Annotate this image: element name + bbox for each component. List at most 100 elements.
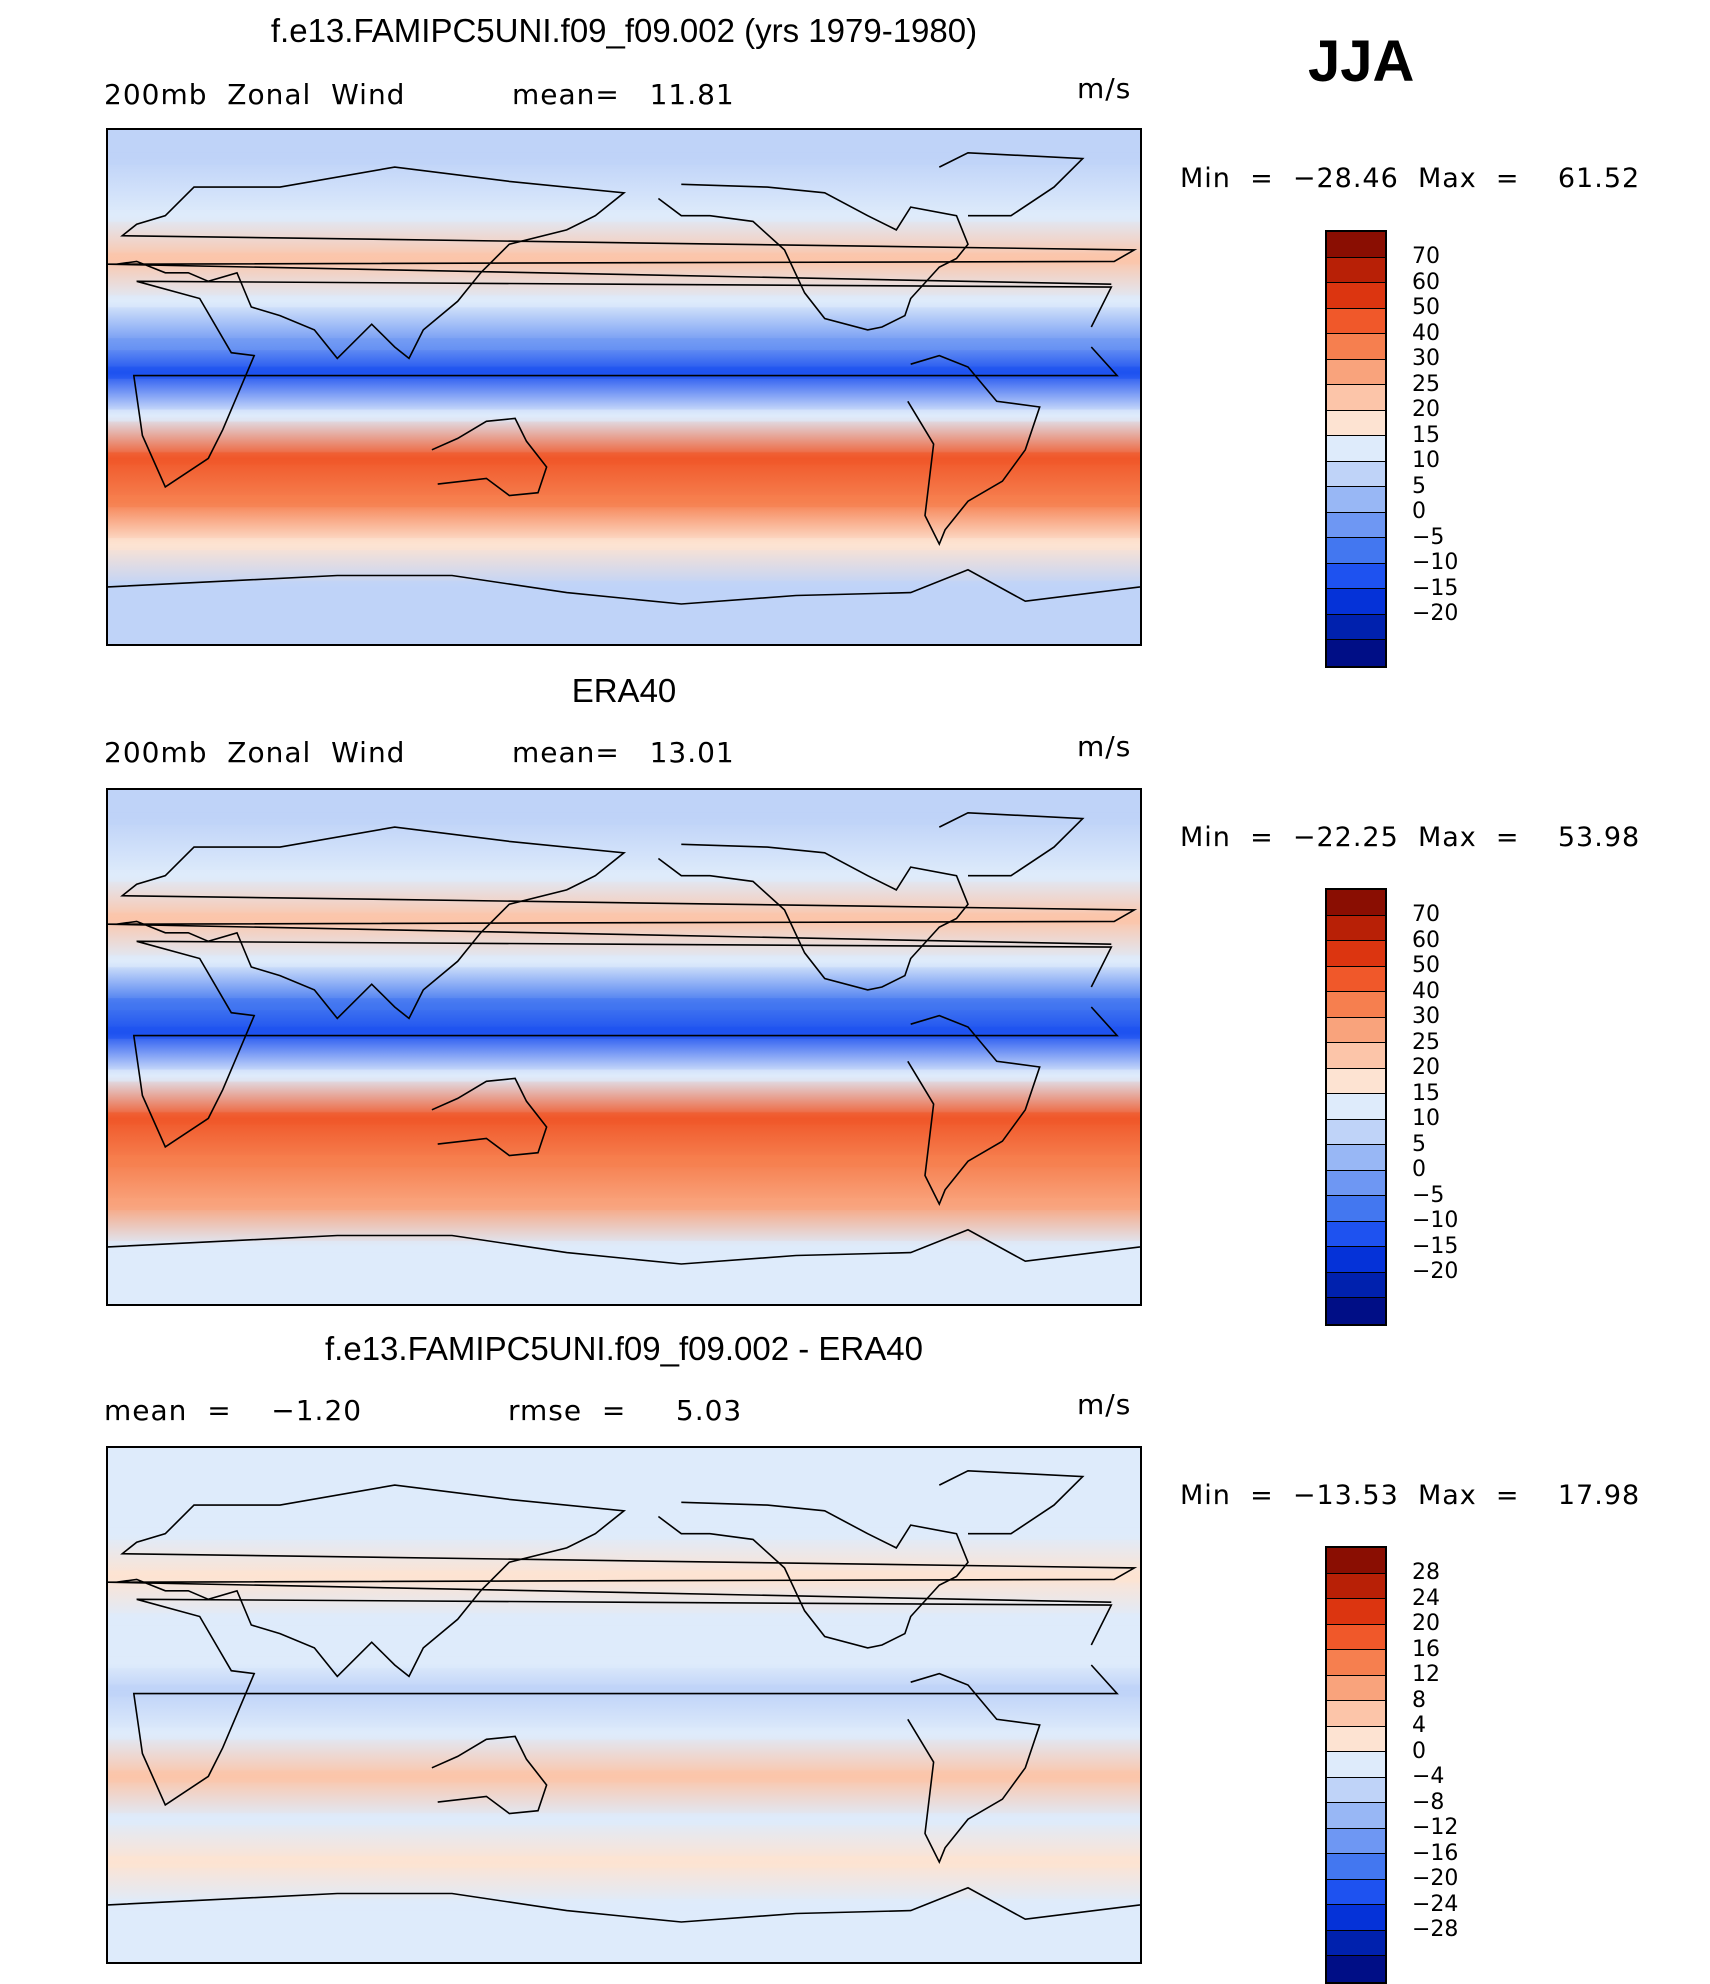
colorbar-box [1327,410,1385,436]
colorbar-box [1327,359,1385,385]
colorbar-tick-label: 40 [1412,978,1440,1004]
colorbar-box [1327,1221,1385,1247]
coastline [907,354,1041,547]
zonal-band [108,366,1140,379]
zonal-band [108,1112,1140,1125]
coastline [657,183,969,331]
colorbar-tick-label: 5 [1412,1131,1426,1157]
colorbar-tick-label: −10 [1412,1208,1459,1233]
zonal-band [108,1240,1140,1253]
panel-3-title: f.e13.FAMIPC5UNI.f09_f09.002 - ERA40 [325,1330,923,1367]
colorbar-tick-label: 16 [1412,1636,1440,1662]
colorbar-tick-label: 50 [1412,953,1440,978]
colorbar-box [1327,614,1385,640]
colorbar-box [1327,1650,1385,1676]
colorbar-tick-label: 0 [1412,1157,1426,1182]
colorbar-tick-label: −24 [1412,1891,1459,1917]
colorbar-tick-label: 30 [1412,346,1440,371]
colorbar-box [1327,1828,1385,1854]
panel-3-colorbar [1325,1546,1387,1984]
colorbar-box [1327,1094,1385,1120]
coastline [938,811,1085,877]
panel-2-map [106,788,1142,1306]
zonal-band [108,812,1140,825]
coastline [108,568,1140,605]
colorbar-box [1327,941,1385,967]
colorbar-tick-label: 28 [1412,1560,1440,1585]
colorbar-tick-label: 12 [1412,1662,1440,1687]
colorbar-box [1327,1247,1385,1273]
colorbar-tick-label: −16 [1412,1840,1459,1866]
colorbar-tick-label: −28 [1412,1917,1459,1942]
coastline [132,1598,1119,1807]
panel-3-rmse-label: rmse = 5.03 [508,1394,743,1427]
colorbar-box [1327,283,1385,309]
coastline [657,1501,969,1649]
colorbar-box [1327,1803,1385,1829]
colorbar-box [1327,1196,1385,1222]
colorbar-box [1327,589,1385,615]
colorbar-tick-label: −20 [1412,1259,1459,1284]
colorbar-box [1327,436,1385,462]
colorbar-tick-label: 50 [1412,295,1440,320]
panel-3-mean-label: mean = −1.20 [104,1394,363,1427]
colorbar-box [1327,1777,1385,1803]
colorbar-box [1327,487,1385,513]
colorbar-box [1327,1017,1385,1043]
colorbar-tick-label: 25 [1412,371,1440,397]
colorbar-box [1327,1068,1385,1094]
zonal-band [108,580,1140,593]
colorbar-box [1327,538,1385,564]
panel-1-units: m/s [1077,72,1132,105]
panel-2-title: ERA40 [571,672,677,709]
colorbar-tick-label: 10 [1412,1106,1440,1131]
panel-2-colorbar [1325,888,1387,1326]
panel-2-variable-label: 200mb Zonal Wind [104,736,406,769]
panel-3-map [106,1446,1142,1964]
colorbar-box [1327,1905,1385,1931]
zonal-band [108,1770,1140,1783]
zonal-band [108,1026,1140,1039]
coastline [657,843,969,991]
colorbar-box [1327,1956,1385,1982]
colorbar-box [1327,512,1385,538]
colorbar-box [1327,1726,1385,1752]
colorbar-tick-label: 60 [1412,927,1440,953]
colorbar-tick-label: −15 [1412,575,1459,601]
colorbar-box [1327,1272,1385,1298]
colorbar-tick-label: −5 [1412,1182,1445,1208]
coastline [108,166,1138,360]
colorbar-tick-label: 5 [1412,473,1426,499]
season-label: JJA [1308,29,1415,94]
colorbar-tick-label: −15 [1412,1233,1459,1259]
panel-2-units: m/s [1077,730,1132,763]
colorbar-tick-label: −4 [1412,1764,1445,1789]
zonal-band [108,1898,1140,1911]
colorbar-tick-label: 24 [1412,1585,1440,1611]
coastline [431,1077,548,1157]
colorbar-tick-label: −20 [1412,1866,1459,1891]
colorbar-box [1327,1675,1385,1701]
colorbar-box [1327,1145,1385,1171]
zonal-band [108,338,1140,351]
zonal-band [108,1527,1140,1540]
colorbar-box [1327,563,1385,589]
colorbar-tick-label: 25 [1412,1029,1440,1055]
colorbar-box [1327,1170,1385,1196]
panel-3-colorbar-labels: 28 24 20 16 12 8 4 0 −4 −8 −12 −16 −20 −24 −28 [1412,1560,1458,1943]
colorbar-tick-label: 20 [1412,1611,1440,1636]
colorbar-tick-label: 15 [1412,1080,1440,1106]
colorbar-tick-label: 4 [1412,1713,1426,1738]
panel-1-map [106,128,1142,646]
zonal-band [108,1656,1140,1669]
colorbar-box [1327,232,1385,258]
coastline [907,1672,1041,1865]
zonal-band [108,1684,1140,1697]
panel-1-variable-label: 200mb Zonal Wind [104,78,406,111]
colorbar-tick-label: 30 [1412,1004,1440,1029]
colorbar-tick-label: 70 [1412,902,1440,927]
zonal-band [108,495,1140,508]
colorbar-box [1327,385,1385,411]
colorbar-box [1327,992,1385,1018]
colorbar-tick-label: 40 [1412,320,1440,346]
